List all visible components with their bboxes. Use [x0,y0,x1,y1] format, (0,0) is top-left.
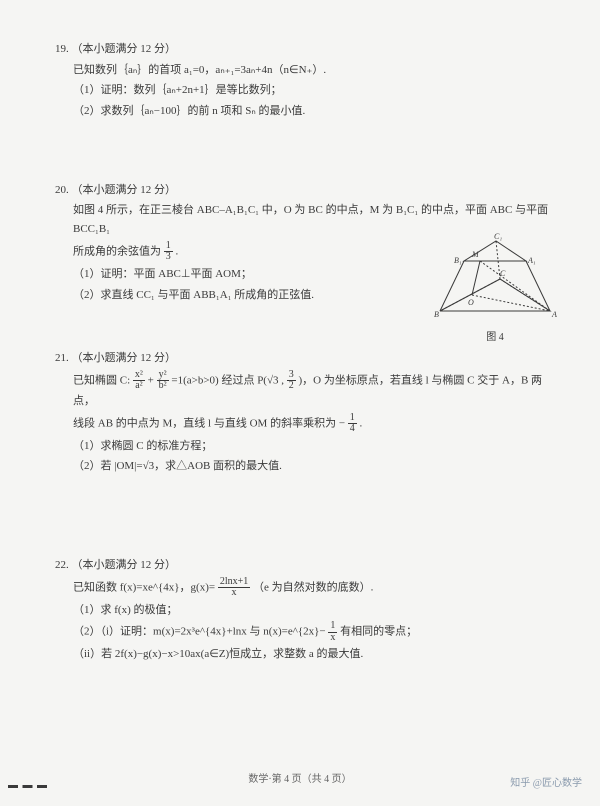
text: 已知函数 f(x)=xe^{4x}，g(x)= [73,581,215,593]
problem-stem: 已知数列｛aₙ｝的首项 a₁=0，aₙ₊₁=3aₙ+4n（n∈N₊）. [73,61,550,80]
fraction: y²b² [157,370,169,392]
label-A: A [551,310,557,319]
problem-points: （本小题满分 12 分） [72,352,177,364]
problem-stem: 已知函数 f(x)=xe^{4x}，g(x)= 2lnx+1x （e 为自然对数… [73,577,550,599]
problem-20: 20. （本小题满分 12 分） 如图 4 所示，在正三棱台 ABC–A₁B₁C… [55,181,550,304]
fraction: 2lnx+1x [218,577,250,599]
denominator: b² [157,381,169,392]
crop-marks: ▬ ▬ ▬ [8,777,48,794]
fraction: 14 [348,413,357,435]
figure-4: B A O C B₁ A₁ C₁ M 图 4 [430,231,560,347]
text: . [360,417,363,429]
denominator: x [328,633,337,644]
problem-header: 20. （本小题满分 12 分） [55,181,550,200]
text: 所成角的余弦值为 [73,245,161,257]
text: 线段 AB 的中点为 M，直线 l 与直线 OM 的斜率乘积为 − [73,417,345,429]
text: 有相同的零点； [340,626,417,638]
problem-points: （本小题满分 12 分） [72,43,177,55]
problem-points: （本小题满分 12 分） [72,559,177,571]
text: =1(a>b>0) 经过点 P(√3 , [171,374,284,386]
label-A1: A₁ [527,256,536,265]
fraction: 32 [287,370,296,392]
text: + [148,374,154,386]
problem-number: 19. [55,43,69,55]
denominator: 3 [164,252,173,263]
label-B: B [434,310,439,319]
text: . [176,245,179,257]
figure-caption: 图 4 [430,329,560,346]
problem-21: 21. （本小题满分 12 分） 已知椭圆 C: x²a² + y²b² =1(… [55,349,550,476]
denominator: x [218,588,250,599]
fraction: x²a² [133,370,145,392]
fraction: 1x [328,621,337,643]
problem-22: 22. （本小题满分 12 分） 已知函数 f(x)=xe^{4x}，g(x)=… [55,556,550,664]
problem-number: 20. [55,184,69,196]
denominator: a² [133,381,145,392]
subpart-1: （1）求 f(x) 的极值； [73,601,550,620]
label-C: C [500,269,506,278]
problem-19: 19. （本小题满分 12 分） 已知数列｛aₙ｝的首项 a₁=0，aₙ₊₁=3… [55,40,550,121]
denominator: 4 [348,424,357,435]
subpart-2i: （2）（i）证明：m(x)=2x³e^{4x}+lnx 与 n(x)=e^{2x… [73,621,550,643]
problem-number: 21. [55,352,69,364]
problem-stem-2: 线段 AB 的中点为 M，直线 l 与直线 OM 的斜率乘积为 − 14 . [73,413,550,435]
problem-number: 22. [55,559,69,571]
label-C1: C₁ [494,232,502,241]
subpart-2: （2）求数列｛aₙ−100｝的前 n 项和 Sₙ 的最小值. [73,102,550,121]
watermark: 知乎 @匠心数学 [510,775,582,792]
text: （e 为自然对数的底数）. [253,581,373,593]
text: 已知椭圆 C: [73,374,130,386]
subpart-1: （1）求椭圆 C 的标准方程； [73,437,550,456]
fraction: 13 [164,241,173,263]
denominator: 2 [287,381,296,392]
problem-header: 21. （本小题满分 12 分） [55,349,550,368]
label-B1: B₁ [454,256,462,265]
label-M: M [471,250,480,259]
problem-header: 22. （本小题满分 12 分） [55,556,550,575]
problem-stem-1: 已知椭圆 C: x²a² + y²b² =1(a>b>0) 经过点 P(√3 ,… [73,370,550,411]
subpart-2: （2）若 |OM|=√3，求△AOB 面积的最大值. [73,457,550,476]
prism-diagram-icon: B A O C B₁ A₁ C₁ M [430,231,560,321]
subpart-2ii: （ii）若 2f(x)−g(x)−x>10ax(a∈Z)恒成立，求整数 a 的最… [73,645,550,664]
text: （2）（i）证明：m(x)=2x³e^{4x}+lnx 与 n(x)=e^{2x… [73,626,326,638]
label-O: O [468,298,474,307]
subpart-1: （1）证明：数列｛aₙ+2n+1｝是等比数列； [73,81,550,100]
problem-header: 19. （本小题满分 12 分） [55,40,550,59]
problem-points: （本小题满分 12 分） [72,184,177,196]
